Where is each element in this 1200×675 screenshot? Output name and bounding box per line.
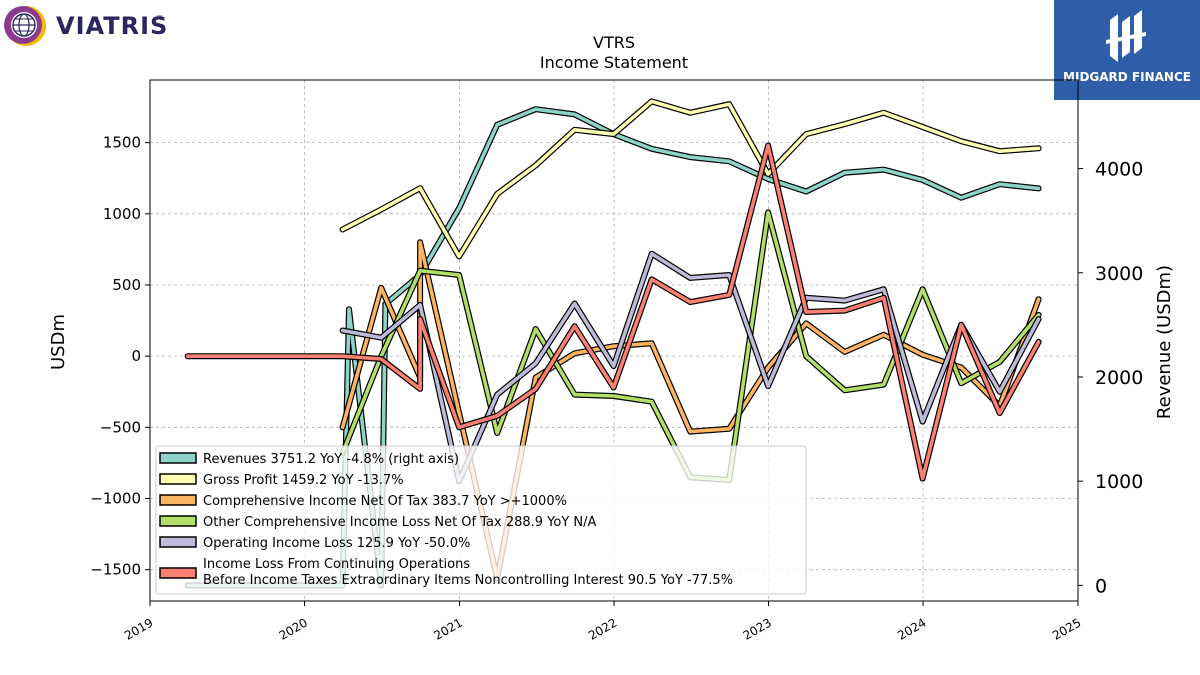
x-tick-label: 2020 bbox=[277, 615, 310, 642]
legend-swatch-0 bbox=[159, 452, 197, 464]
series-1-line bbox=[340, 99, 1041, 259]
y-tick-label-left: 500 bbox=[112, 276, 141, 294]
y-tick-label-left: −1500 bbox=[90, 561, 141, 579]
y-axis-label-right: Revenue (USDm) bbox=[1154, 265, 1175, 419]
legend-swatch-5 bbox=[159, 567, 197, 579]
series-layer bbox=[184, 98, 1042, 589]
legend-swatch-3 bbox=[159, 515, 197, 527]
legend-label-2: Comprehensive Income Net Of Tax 383.7 Yo… bbox=[203, 494, 567, 509]
trademark-symbol: ™ bbox=[156, 14, 164, 23]
y-tick-label-right: 3000 bbox=[1095, 263, 1143, 285]
y-tick-label-left: 0 bbox=[131, 347, 141, 365]
x-tick-label: 2023 bbox=[741, 615, 774, 642]
legend: Revenues 3751.2 YoY -4.8% (right axis) Gr… bbox=[155, 445, 807, 595]
legend-swatch-4 bbox=[159, 536, 197, 548]
x-tick-label: 2022 bbox=[586, 615, 619, 642]
legend-label-3: Other Comprehensive Income Loss Net Of T… bbox=[203, 515, 597, 530]
viatris-wordmark: VIATRIS bbox=[56, 12, 169, 40]
y-tick-label-left: −500 bbox=[100, 418, 141, 436]
y-tick-label-right: 4000 bbox=[1095, 159, 1143, 181]
x-tick-label: 2021 bbox=[432, 615, 465, 642]
x-tick-label: 2024 bbox=[895, 615, 928, 642]
legend-label-5-line-1: Before Income Taxes Extraordinary Items … bbox=[203, 573, 733, 588]
chart-title: VTRS bbox=[593, 33, 635, 52]
x-tick-label: 2019 bbox=[122, 615, 155, 642]
legend-label-5-line-0: Income Loss From Continuing Operations bbox=[203, 557, 470, 572]
y-tick-label-left: 1000 bbox=[103, 205, 141, 223]
chart-subtitle: Income Statement bbox=[540, 53, 688, 72]
legend-label-1: Gross Profit 1459.2 YoY -13.7% bbox=[203, 473, 404, 488]
y-tick-label-right: 0 bbox=[1095, 575, 1107, 597]
viatris-globe-icon bbox=[4, 6, 46, 46]
y-tick-label-left: −1000 bbox=[90, 490, 141, 508]
y-tick-label-right: 1000 bbox=[1095, 471, 1143, 493]
x-tick-label: 2025 bbox=[1050, 615, 1083, 642]
legend-label-4: Operating Income Loss 125.9 YoY -50.0% bbox=[203, 536, 470, 551]
legend-swatch-2 bbox=[159, 494, 197, 506]
midgard-emblem-icon bbox=[1106, 10, 1146, 62]
y-axis-label-left: USDm bbox=[48, 314, 69, 370]
y-tick-label-right: 2000 bbox=[1095, 367, 1143, 389]
legend-box bbox=[155, 445, 807, 595]
y-tick-label-left: 1500 bbox=[103, 134, 141, 152]
viatris-logo: VIATRIS ™ bbox=[4, 4, 174, 48]
legend-swatch-1 bbox=[159, 473, 197, 485]
midgard-wordmark: MIDGARD FINANCE bbox=[1063, 70, 1191, 84]
series-5-line bbox=[185, 143, 1041, 481]
legend-label-0: Revenues 3751.2 YoY -4.8% (right axis) bbox=[203, 452, 459, 467]
